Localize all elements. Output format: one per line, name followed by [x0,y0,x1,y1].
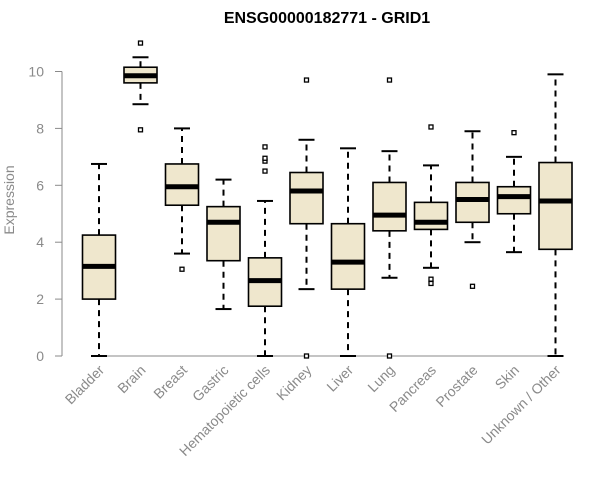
outlier-point [137,127,144,133]
iqr-box [206,205,241,262]
box-prostate [455,130,490,289]
box-hematopoietic-cells [247,144,283,357]
outlier-point [386,77,393,83]
x-tick-label: Breast [150,362,190,402]
y-tick-label: 6 [36,177,44,193]
box-bladder [81,162,117,357]
y-tick-label: 2 [36,291,44,307]
outlier-point [262,144,268,150]
box-gastric [206,178,241,311]
box-lung [372,77,407,359]
box-brain [123,40,158,133]
x-tick-label: Liver [323,362,356,395]
chart-title: ENSG00000182771 - GRID1 [224,10,430,27]
outlier-point [179,266,185,272]
x-tick-label: Skin [492,362,523,393]
iqr-box [330,222,366,290]
outlier-point [428,124,434,130]
outlier-point [262,168,268,174]
x-tick-label: Prostate [432,362,480,410]
box-breast [164,127,200,272]
outlier-point [386,353,393,359]
iqr-box [413,201,449,231]
x-tick-label: Bladder [62,362,108,408]
x-tick-label: Unknown / Other [478,362,564,448]
outlier-point [137,40,144,46]
outlier-point [428,276,434,282]
y-tick-label: 8 [36,120,44,136]
boxes-group [81,40,573,359]
x-tick-label: Brain [114,362,148,396]
iqr-box [455,181,490,224]
box-kidney [289,77,324,359]
iqr-box [496,185,532,215]
iqr-box [289,171,324,225]
y-tick-label: 4 [36,234,44,250]
outlier-point [262,155,268,161]
y-axis-label: Expression [1,165,17,234]
y-tick-label: 10 [28,64,44,80]
outlier-point [469,283,476,289]
box-skin [496,130,532,254]
box-pancreas [413,124,449,287]
iqr-box [372,181,407,232]
box-liver [330,147,366,357]
outlier-point [428,280,434,287]
outlier-point [511,130,517,136]
outlier-point [303,353,310,359]
outlier-point [303,77,310,83]
axes: 0 2 4 6 8 10 [28,64,556,364]
x-tick-label: Kidney [273,362,315,404]
y-tick-label: 0 [36,348,44,364]
box-unknown-other [538,73,573,357]
x-tick-label: Lung [364,362,397,395]
iqr-box [538,161,573,251]
